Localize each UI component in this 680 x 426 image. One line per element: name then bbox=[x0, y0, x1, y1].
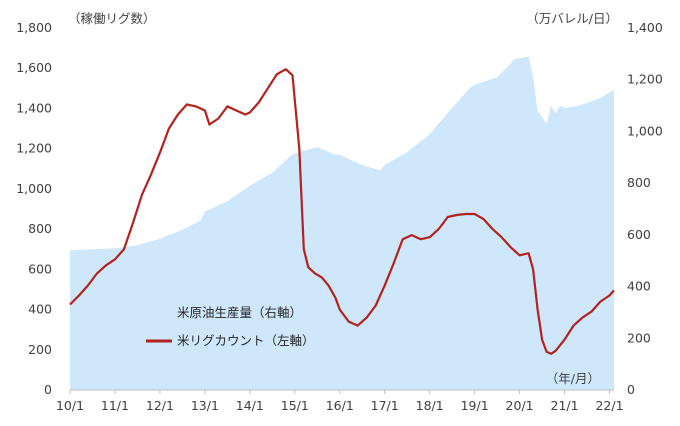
right-tick-label: 1,000 bbox=[627, 123, 663, 138]
left-tick-label: 400 bbox=[28, 302, 52, 317]
right-tick-label: 800 bbox=[627, 175, 651, 190]
x-tick-label: 14/1 bbox=[236, 398, 264, 413]
left-tick-label: 200 bbox=[28, 342, 52, 357]
x-tick-label: 12/1 bbox=[146, 398, 174, 413]
right-axis-ticks: 0 200 400 600 800 1,000 1,200 1,400 bbox=[627, 20, 663, 397]
x-tick-label: 13/1 bbox=[191, 398, 219, 413]
left-tick-label: 1,400 bbox=[16, 100, 52, 115]
right-tick-label: 600 bbox=[627, 227, 651, 242]
left-tick-label: 1,600 bbox=[16, 60, 52, 75]
right-tick-label: 1,400 bbox=[627, 20, 663, 35]
left-tick-label: 600 bbox=[28, 261, 52, 276]
legend-area-swatch bbox=[146, 306, 170, 318]
right-tick-label: 0 bbox=[627, 382, 635, 397]
x-axis-unit-label: （年/月） bbox=[546, 371, 600, 386]
x-tick-label: 21/1 bbox=[551, 398, 579, 413]
legend-label-production: 米原油生産量（右軸） bbox=[177, 305, 302, 320]
x-tick-label: 15/1 bbox=[281, 398, 309, 413]
left-tick-label: 800 bbox=[28, 221, 52, 236]
x-tick-label: 10/1 bbox=[56, 398, 84, 413]
legend-label-rigs: 米リグカウント（左軸） bbox=[177, 333, 315, 348]
rig-count-line bbox=[69, 68, 615, 355]
right-tick-label: 400 bbox=[627, 279, 651, 294]
x-axis-ticks: 10/1 11/1 12/1 13/1 14/1 15/1 16/1 17/1 18/1 19/1… bbox=[56, 390, 624, 413]
left-tick-label: 1,800 bbox=[16, 20, 52, 35]
right-tick-label: 1,200 bbox=[627, 72, 663, 87]
x-tick-label: 22/1 bbox=[595, 398, 623, 413]
left-tick-label: 0 bbox=[44, 382, 52, 397]
x-tick-label: 17/1 bbox=[371, 398, 399, 413]
production-area bbox=[70, 56, 614, 391]
left-axis-ticks: 0 200 400 600 800 1,000 1,200 1,400 1,600 1,800 bbox=[16, 20, 52, 397]
left-tick-label: 1,000 bbox=[16, 181, 52, 196]
x-tick-label: 16/1 bbox=[326, 398, 354, 413]
legend: 米原油生産量（右軸） 米リグカウント（左軸） bbox=[146, 305, 315, 348]
right-axis-label: （万バレル/日） bbox=[526, 11, 618, 26]
x-tick-label: 11/1 bbox=[101, 398, 129, 413]
rig-line-layer bbox=[69, 68, 615, 355]
left-axis-label: （稼働リグ数） bbox=[68, 11, 156, 26]
x-tick-label: 18/1 bbox=[416, 398, 444, 413]
right-tick-label: 200 bbox=[627, 330, 651, 345]
production-area-layer bbox=[70, 56, 614, 391]
x-tick-label: 20/1 bbox=[506, 398, 534, 413]
left-tick-label: 1,200 bbox=[16, 141, 52, 156]
x-tick-label: 19/1 bbox=[461, 398, 489, 413]
